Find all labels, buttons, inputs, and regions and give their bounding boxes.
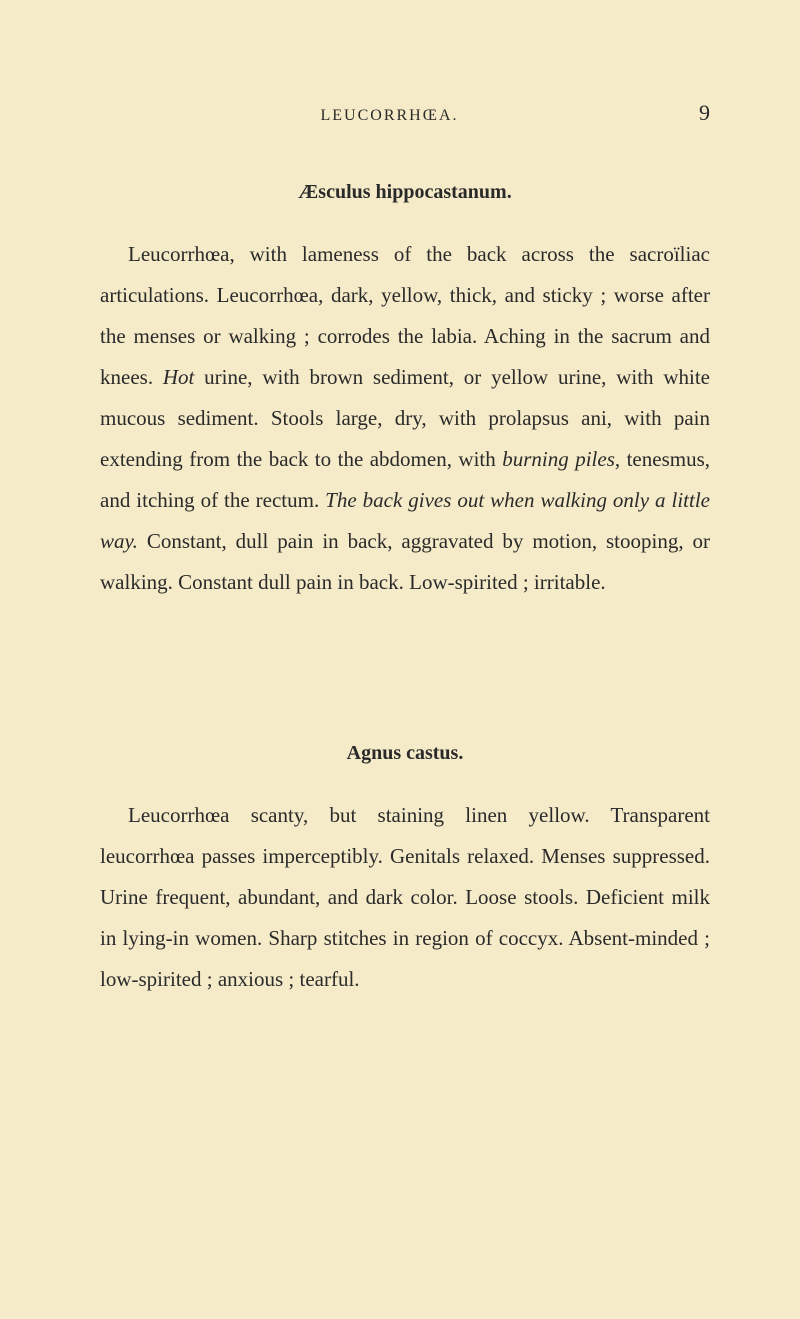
italic-text: Hot xyxy=(163,365,195,389)
section-paragraph-1: Leucorrhœa, with lameness of the back ac… xyxy=(100,234,710,602)
running-title: LEUCORRHŒA. xyxy=(100,107,679,125)
page-number: 9 xyxy=(699,100,710,126)
section-paragraph-2: Leucorrhœa scanty, but staining linen ye… xyxy=(100,795,710,1000)
section-title-2: Agnus castus. xyxy=(100,742,710,765)
page-container: LEUCORRHŒA. 9 Æsculus hippocastanum. Leu… xyxy=(0,0,800,1319)
body-text: Leucorrhœa scanty, but staining linen ye… xyxy=(100,803,710,991)
section-title-1: Æsculus hippocastanum. xyxy=(100,181,710,204)
italic-text: burning piles xyxy=(502,447,615,471)
body-text: Constant, dull pain in back, aggravated … xyxy=(100,529,710,594)
page-header: LEUCORRHŒA. 9 xyxy=(100,100,710,126)
